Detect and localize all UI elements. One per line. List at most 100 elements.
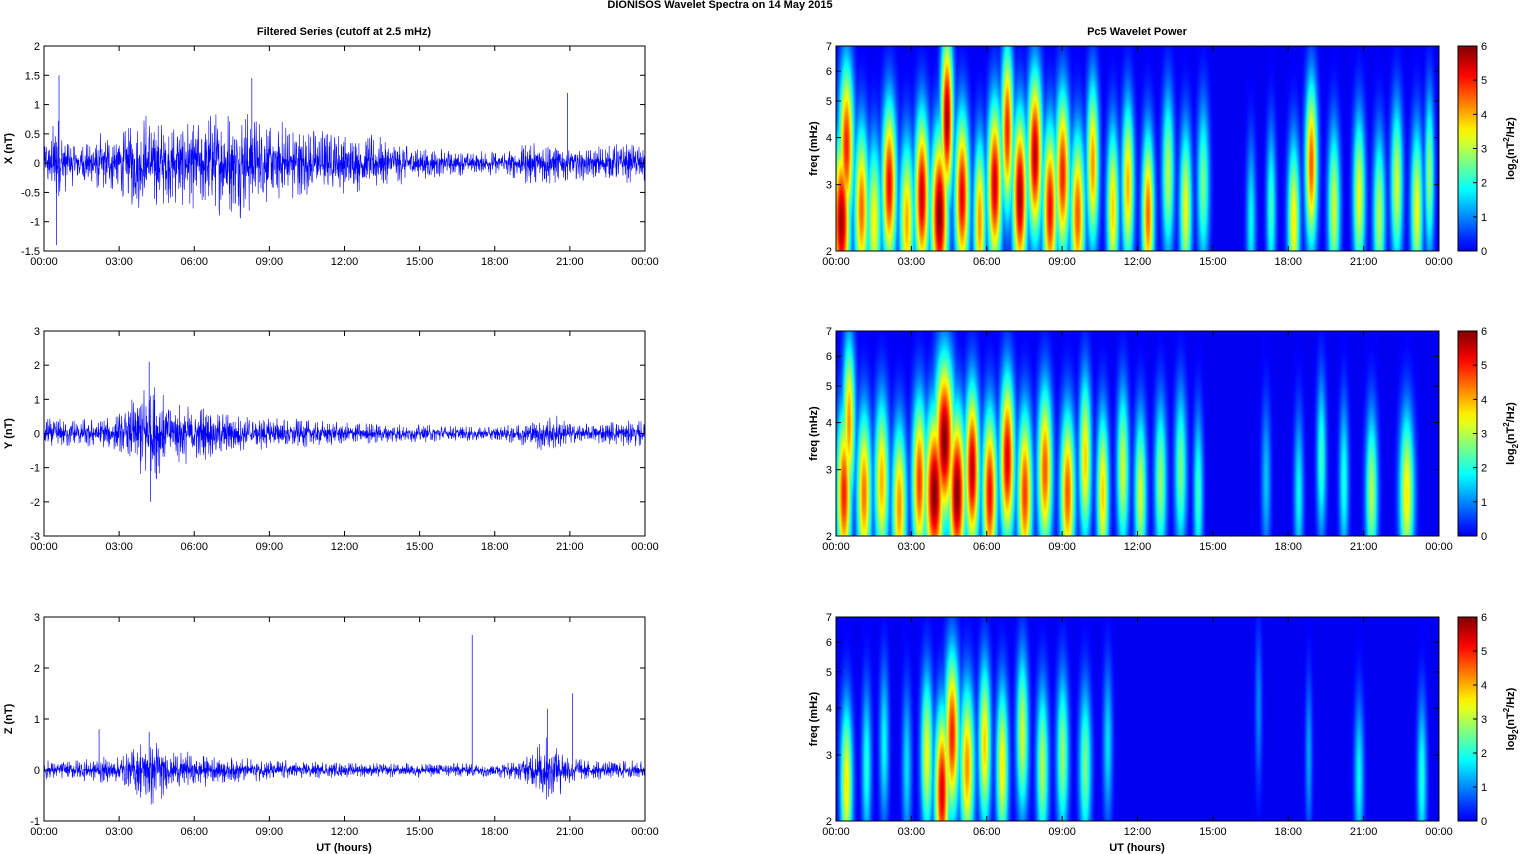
right-xtick-label: 18:00 xyxy=(1274,826,1302,838)
left-xtick-label: 00:00 xyxy=(30,541,58,553)
colorbar-tick-label: 2 xyxy=(1481,178,1487,190)
left-xtick-label: 00:00 xyxy=(631,256,659,268)
colorbar-label-part: 2 xyxy=(1511,158,1520,163)
colorbar-tick-label: 6 xyxy=(1481,326,1487,338)
signal-line xyxy=(43,114,646,219)
ytick-label: -1 xyxy=(30,217,40,229)
colorbar-label-part: log xyxy=(1505,734,1517,751)
right-xtick-label: 09:00 xyxy=(1048,256,1076,268)
ylabel: X (nT) xyxy=(3,133,15,164)
colorbar-label-part: 2 xyxy=(1502,422,1511,427)
plot-area xyxy=(44,617,645,821)
ylabel: Z (nT) xyxy=(3,703,15,734)
colorbar-tick-label: 3 xyxy=(1481,144,1487,156)
right-xtick-label: 18:00 xyxy=(1274,256,1302,268)
colorbar-tick-label: 2 xyxy=(1481,463,1487,475)
left-xtick-label: 21:00 xyxy=(556,541,584,553)
ytick-label: 5 xyxy=(826,667,832,679)
left-xtick-label: 09:00 xyxy=(256,541,284,553)
right-xtick-label: 06:00 xyxy=(973,826,1001,838)
colorbar-tick-label: 4 xyxy=(1481,394,1487,406)
left-xtick-label: 21:00 xyxy=(556,256,584,268)
ytick-label: 4 xyxy=(826,418,832,430)
colorbar-label-part: (nT xyxy=(1505,142,1517,159)
colorbar-label-part: 2 xyxy=(1511,729,1520,734)
left-xtick-label: 18:00 xyxy=(481,826,509,838)
left-xtick-label: 00:00 xyxy=(30,256,58,268)
colorbar-label-part: /Hz) xyxy=(1505,687,1517,708)
plot-area xyxy=(44,46,645,251)
colorbar-tick-label: 2 xyxy=(1481,748,1487,760)
right-xlabel: UT (hours) xyxy=(1109,842,1165,854)
colorbar-tick-label: 0 xyxy=(1481,816,1487,828)
ylabel: freq (mHz) xyxy=(808,406,820,461)
right-xtick-label: 21:00 xyxy=(1350,256,1378,268)
colorbar-tick-label: 4 xyxy=(1481,109,1487,121)
left-xtick-label: 06:00 xyxy=(180,826,208,838)
ytick-label: 3 xyxy=(826,750,832,762)
colorbar-tick-label: 4 xyxy=(1481,680,1487,692)
ytick-label: 3 xyxy=(34,612,40,624)
wavelet-panel-z: 2 3 4 5 6 7 00:00 03:00 06:00 09:00 12:00 15:00 18:0… xyxy=(808,612,1520,838)
left-xtick-label: 21:00 xyxy=(556,826,584,838)
right-xtick-label: 00:00 xyxy=(822,826,850,838)
ytick-label: -1 xyxy=(30,463,40,475)
ytick-label: 6 xyxy=(826,351,832,363)
right-xtick-label: 12:00 xyxy=(1124,826,1152,838)
wavelet-power-image xyxy=(836,46,1439,251)
left-xtick-label: 15:00 xyxy=(406,826,434,838)
ytick-label: -2 xyxy=(30,497,40,509)
left-xlabel: UT (hours) xyxy=(316,842,372,854)
ytick-label: 4 xyxy=(826,133,832,145)
wavelet-panel-y: 2 3 4 5 6 7 00:00 03:00 06:00 09:00 12:00 15:00 18:0… xyxy=(808,326,1520,553)
left-xtick-label: 18:00 xyxy=(481,541,509,553)
colorbar-tick-label: 3 xyxy=(1481,429,1487,441)
left-xtick-label: 03:00 xyxy=(105,826,133,838)
right-xtick-label: 09:00 xyxy=(1048,826,1076,838)
right-xtick-label: 03:00 xyxy=(898,541,926,553)
colorbar-tick-label: 1 xyxy=(1481,212,1487,224)
left-xtick-label: 00:00 xyxy=(631,541,659,553)
ytick-label: 2 xyxy=(34,41,40,53)
colorbar-label: log2(nT2/Hz) xyxy=(1502,402,1520,465)
ytick-label: 6 xyxy=(826,637,832,649)
ylabel: freq (mHz) xyxy=(808,121,820,176)
wavelet-power-image xyxy=(836,331,1439,536)
signal-line xyxy=(43,737,646,805)
ylabel: Y (nT) xyxy=(3,418,15,449)
figure-title: DIONISOS Wavelet Spectra on 14 May 2015 xyxy=(607,0,832,11)
left-xtick-label: 09:00 xyxy=(256,256,284,268)
right-xtick-label: 06:00 xyxy=(973,256,1001,268)
left-xtick-label: 00:00 xyxy=(30,826,58,838)
ytick-label: 4 xyxy=(826,703,832,715)
ytick-label: 2 xyxy=(34,663,40,675)
right-xtick-label: 15:00 xyxy=(1199,541,1227,553)
signal-line xyxy=(43,387,646,480)
timeseries-panel-x: -1.5 -1 -0.5 0 0.5 1 1.5 2 00:00 03:00 06:00 09:00 1… xyxy=(3,41,659,268)
left-xtick-label: 09:00 xyxy=(256,826,284,838)
colorbar-tick-label: 1 xyxy=(1481,782,1487,794)
colorbar-label-part: (nT xyxy=(1505,427,1517,444)
ytick-label: 1 xyxy=(34,394,40,406)
ytick-label: 5 xyxy=(826,96,832,108)
right-xtick-label: 00:00 xyxy=(1425,541,1453,553)
colorbar-tick-label: 5 xyxy=(1481,75,1487,87)
left-xtick-label: 03:00 xyxy=(105,541,133,553)
right-xtick-label: 00:00 xyxy=(822,256,850,268)
left-column-title: Filtered Series (cutoff at 2.5 mHz) xyxy=(257,26,432,38)
colorbar-label-part: 2 xyxy=(1502,707,1511,712)
left-xtick-label: 15:00 xyxy=(406,541,434,553)
right-xtick-label: 15:00 xyxy=(1199,256,1227,268)
ytick-label: 2 xyxy=(826,531,832,543)
left-xtick-label: 12:00 xyxy=(331,256,359,268)
right-xtick-label: 21:00 xyxy=(1350,826,1378,838)
left-xtick-label: 06:00 xyxy=(180,256,208,268)
colorbar-tick-label: 5 xyxy=(1481,646,1487,658)
right-xtick-label: 12:00 xyxy=(1124,256,1152,268)
colorbar-label-part: log xyxy=(1505,163,1517,180)
colorbar-label-part: (nT xyxy=(1505,712,1517,729)
left-xtick-label: 12:00 xyxy=(331,541,359,553)
left-xtick-label: 12:00 xyxy=(331,826,359,838)
